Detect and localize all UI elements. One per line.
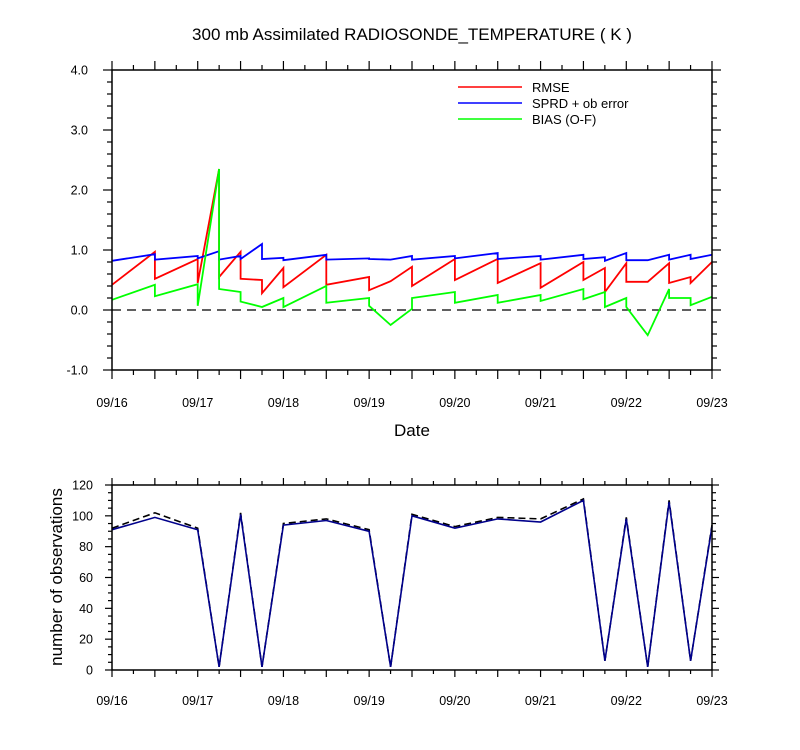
- x-tick-label: 09/19: [354, 396, 385, 410]
- y-tick-label: 100: [72, 509, 93, 523]
- x-tick-label: 09/17: [182, 694, 213, 708]
- top-plot-frame: [111, 69, 713, 371]
- y-tick-label: 4.0: [71, 64, 88, 78]
- series-line-sprd-ob-error: [111, 242, 713, 263]
- top-plot-area: -1.0 0.0 1.0 2.0 3.0 4.0 09/16 09/17 09/18 09/19…: [66, 61, 728, 410]
- bottom-plot-area: 0 20 40 60 80 100 120 09/16 09/17 09/18 09/19 09/2…: [72, 478, 728, 708]
- x-tick-label: 09/21: [525, 396, 556, 410]
- bottom-y-tick-labels: 0 20 40 60 80 100 120: [72, 479, 93, 678]
- y-tick-label: 0: [86, 664, 93, 678]
- bottom-x-tick-labels: 09/16 09/17 09/18 09/19 09/20 09/21 09/22 09/23: [96, 694, 727, 708]
- y-tick-label: 120: [72, 479, 93, 493]
- y-tick-label: 3.0: [71, 124, 88, 138]
- top-y-tick-labels: -1.0 0.0 1.0 2.0 3.0 4.0: [66, 64, 88, 378]
- x-tick-label: 09/22: [611, 694, 642, 708]
- series-line-assimilated: [111, 499, 713, 668]
- series-line-rmse: [111, 168, 713, 296]
- top-series-group: [111, 168, 713, 337]
- y-axis-title-observations: number of observations: [47, 488, 66, 666]
- y-tick-label: -1.0: [66, 364, 88, 378]
- x-tick-label: 09/21: [525, 694, 556, 708]
- legend: RMSE SPRD + ob error BIAS (O-F): [458, 80, 629, 127]
- x-tick-label: 09/17: [182, 396, 213, 410]
- x-tick-label: 09/23: [696, 396, 727, 410]
- y-tick-label: 80: [79, 540, 93, 554]
- legend-label-sprd: SPRD + ob error: [532, 96, 629, 111]
- x-tick-label: 09/18: [268, 694, 299, 708]
- x-tick-label: 09/16: [96, 396, 127, 410]
- x-tick-label: 09/20: [439, 694, 470, 708]
- series-line-bias-o-f: [111, 168, 713, 337]
- x-tick-label: 09/18: [268, 396, 299, 410]
- x-axis-title: Date: [394, 421, 430, 440]
- top-x-tick-labels: 09/16 09/17 09/18 09/19 09/20 09/21 09/22 09/23: [96, 396, 727, 410]
- legend-label-bias: BIAS (O-F): [532, 112, 596, 127]
- x-tick-label: 09/16: [96, 694, 127, 708]
- y-tick-label: 40: [79, 602, 93, 616]
- x-tick-label: 09/23: [696, 694, 727, 708]
- bottom-plot-frame: [111, 484, 713, 671]
- x-tick-label: 09/19: [354, 694, 385, 708]
- x-tick-label: 09/20: [439, 396, 470, 410]
- bottom-axis-ticks: [105, 478, 719, 677]
- y-tick-label: 20: [79, 633, 93, 647]
- y-tick-label: 1.0: [71, 244, 88, 258]
- top-axis-ticks: [103, 61, 721, 379]
- series-line-possible: [111, 497, 713, 668]
- y-tick-label: 0.0: [71, 304, 88, 318]
- legend-label-rmse: RMSE: [532, 80, 570, 95]
- x-tick-label: 09/22: [611, 396, 642, 410]
- chart-title: 300 mb Assimilated RADIOSONDE_TEMPERATUR…: [192, 25, 632, 44]
- bottom-series-group: [111, 497, 713, 668]
- y-tick-label: 60: [79, 571, 93, 585]
- y-tick-label: 2.0: [71, 184, 88, 198]
